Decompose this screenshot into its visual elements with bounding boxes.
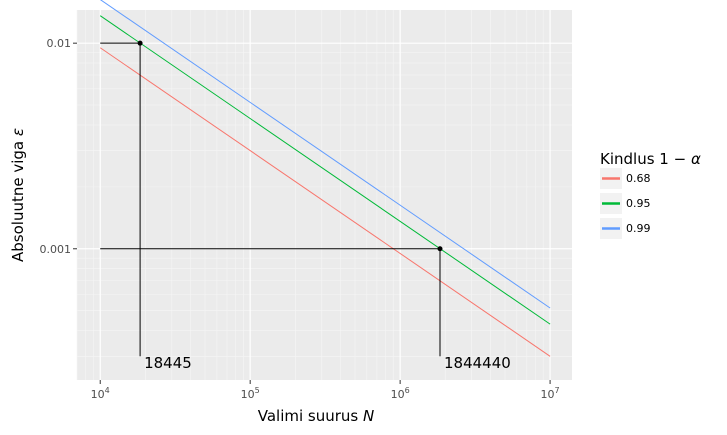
annotation-point xyxy=(437,246,443,252)
x-axis-title: Valimi suurus N xyxy=(258,407,375,425)
x-tick-label: 107 xyxy=(541,386,560,401)
annotation-label: 18445 xyxy=(144,354,192,372)
legend-label: 0.68 xyxy=(626,172,651,185)
legend-title: Kindlus 1 − α xyxy=(600,150,701,168)
series-line-0.99 xyxy=(99,0,551,309)
legend-label: 0.99 xyxy=(626,222,651,235)
x-tick-label: 104 xyxy=(91,386,110,401)
legend-label: 0.95 xyxy=(626,197,651,210)
y-tick-label: 0.01 xyxy=(47,37,72,50)
annotation-lines: 18445 1844440 xyxy=(100,40,511,372)
legend: Kindlus 1 − α 0.68 0.95 0.99 xyxy=(600,150,701,239)
series-line-0.68 xyxy=(99,47,551,357)
y-axis-title: Absoluutne viga ε xyxy=(9,128,27,262)
minor-grid xyxy=(76,10,572,380)
x-axis-ticks: 104 105 106 107 xyxy=(91,380,560,401)
annotation-point xyxy=(137,40,143,46)
series-lines xyxy=(99,0,551,357)
y-axis-ticks: 0.001 0.01 xyxy=(40,37,77,256)
y-tick-label: 0.001 xyxy=(40,243,72,256)
x-tick-label: 106 xyxy=(391,386,410,401)
x-tick-label: 105 xyxy=(241,386,260,401)
series-line-0.95 xyxy=(99,15,551,325)
plot-panel xyxy=(77,10,572,380)
annotation-label: 1844440 xyxy=(444,354,511,372)
